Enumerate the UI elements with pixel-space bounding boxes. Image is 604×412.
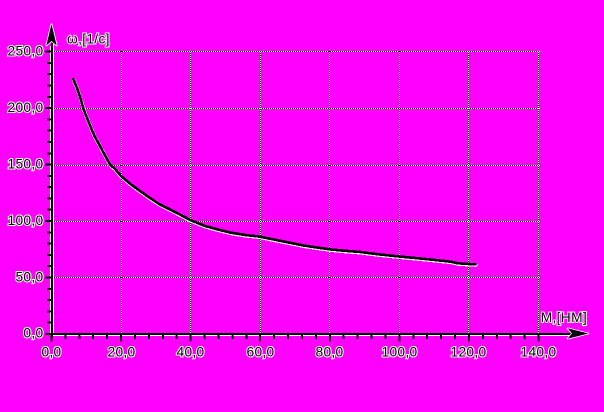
svg-text:60,0: 60,0 [246, 345, 274, 360]
svg-text:250,0: 250,0 [7, 43, 43, 58]
svg-text:20,0: 20,0 [107, 345, 135, 360]
svg-text:50,0: 50,0 [15, 269, 43, 284]
svg-text:150,0: 150,0 [7, 157, 43, 172]
svg-text:40,0: 40,0 [176, 345, 204, 360]
svg-text:100,0: 100,0 [381, 345, 417, 360]
svg-text:0,0: 0,0 [23, 326, 43, 341]
svg-text:ω,[1/c]: ω,[1/c] [67, 32, 110, 47]
svg-text:120,0: 120,0 [450, 345, 486, 360]
svg-text:200,0: 200,0 [7, 100, 43, 115]
svg-text:80,0: 80,0 [315, 345, 343, 360]
svg-text:140,0: 140,0 [520, 345, 556, 360]
svg-text:М,[НМ]: М,[НМ] [541, 310, 587, 325]
svg-text:0,0: 0,0 [41, 345, 61, 360]
svg-text:100,0: 100,0 [7, 213, 43, 228]
